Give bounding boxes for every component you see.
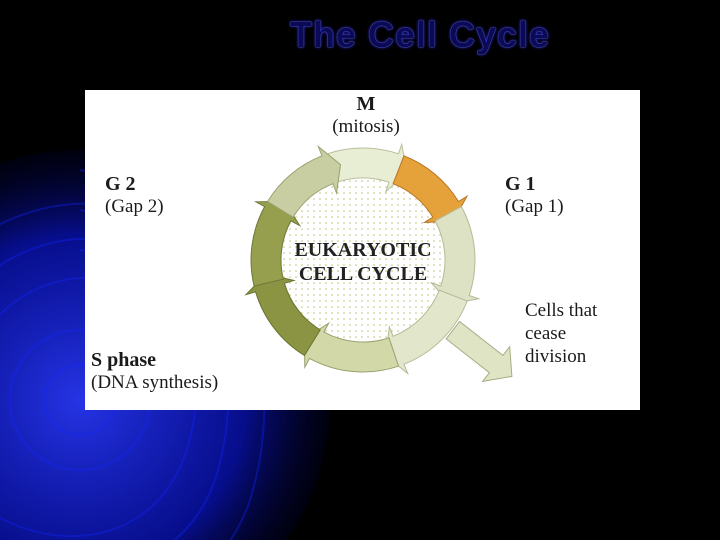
label-exit: Cells that cease division — [525, 300, 597, 368]
diagram-panel: EUKARYOTIC CELL CYCLE M (mitosis) G 1 (G… — [85, 90, 640, 410]
label-s-name: S phase — [91, 348, 218, 372]
label-s-sub: (DNA synthesis) — [91, 372, 218, 395]
label-exit-line1: Cells that — [525, 300, 597, 323]
slide-title: The Cell Cycle — [160, 14, 680, 56]
label-s: S phase (DNA synthesis) — [91, 348, 218, 395]
center-label-line1: EUKARYOTIC — [294, 239, 431, 261]
label-exit-line3: division — [525, 346, 597, 369]
label-g2: G 2 (Gap 2) — [105, 172, 164, 219]
label-g1-name: G 1 — [505, 172, 564, 196]
center-label-line2: CELL CYCLE — [299, 263, 427, 285]
label-g2-name: G 2 — [105, 172, 164, 196]
label-m: M (mitosis) — [321, 92, 411, 139]
label-g1-sub: (Gap 1) — [505, 196, 564, 219]
label-g1: G 1 (Gap 1) — [505, 172, 564, 219]
exit-arrow — [446, 322, 512, 382]
label-m-sub: (mitosis) — [321, 116, 411, 139]
label-m-name: M — [321, 92, 411, 116]
label-g2-sub: (Gap 2) — [105, 196, 164, 219]
label-exit-line2: cease — [525, 323, 597, 346]
exit-arrow-path — [446, 322, 512, 382]
